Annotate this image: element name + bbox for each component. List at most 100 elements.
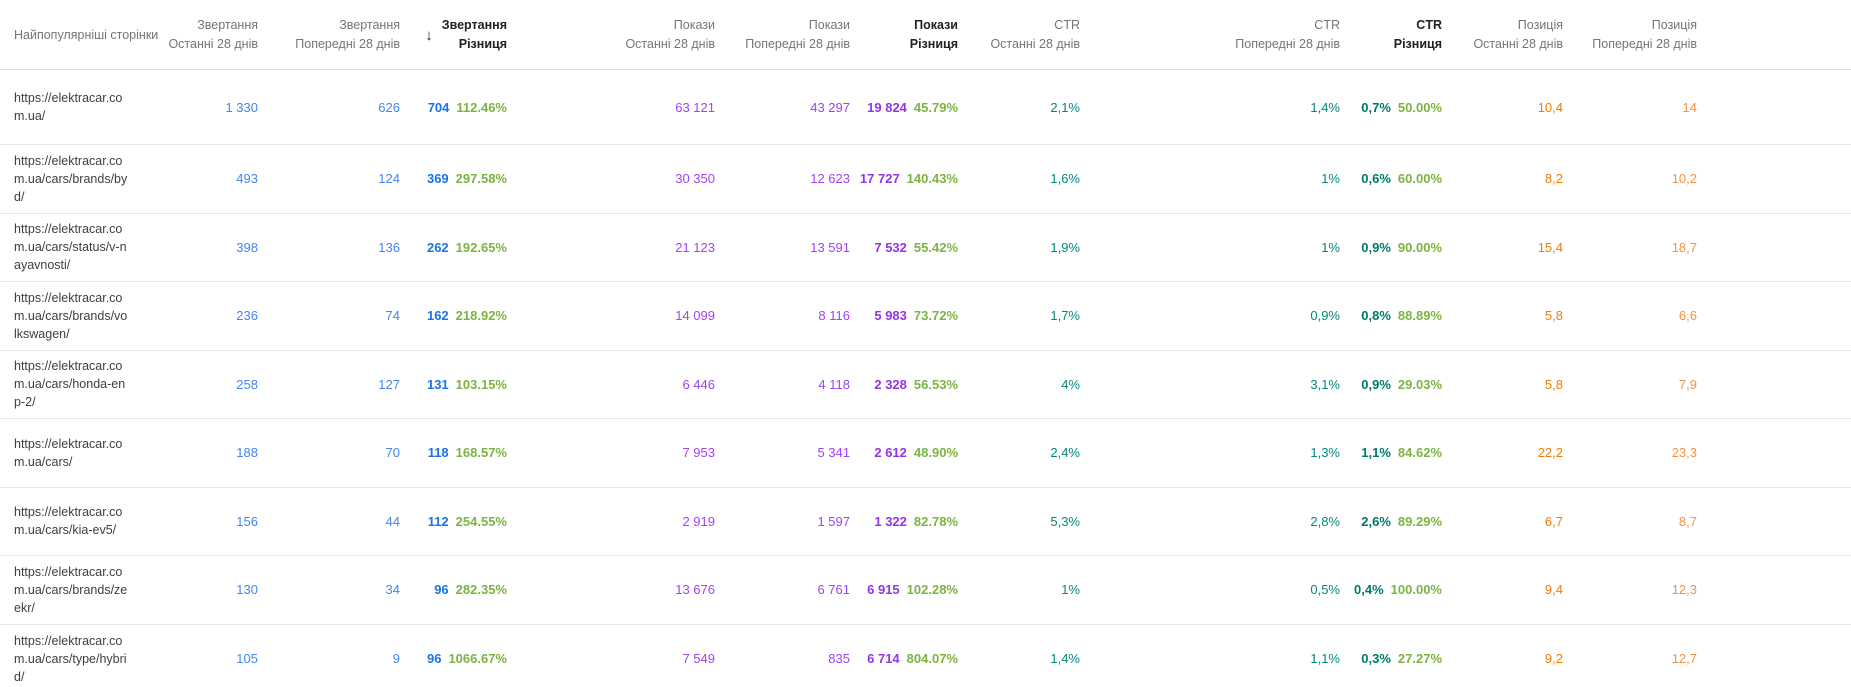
page-url: https://elektracar.com.ua/cars/type/hybr… [14,633,127,684]
cell-impressions_diff: 2 328 56.53% [850,377,958,392]
cell-clicks_last: 156 [130,514,258,529]
metric-value: 493 [236,171,258,187]
table-row[interactable]: https://elektracar.com.ua/cars/status/v-… [0,214,1851,282]
table-row[interactable]: https://elektracar.com.ua/cars/brands/by… [0,145,1851,214]
metric-value: 14 099 [675,308,715,324]
column-header-impressions_prev[interactable]: Покази Попередні 28 днів [715,16,850,54]
cell-position_prev: 18,7 [1563,240,1697,255]
diff-percent: 55.42% [913,239,958,255]
metric-value: 136 [378,239,400,255]
diff-percent: 102.28% [906,582,958,598]
diff-percent: 45.79% [913,99,958,115]
column-period-label: Попередні 28 днів [1235,36,1340,51]
cell-ctr_last: 5,3% [958,514,1080,529]
metric-value: 1% [1061,582,1080,598]
diff-value: 6 915 [867,582,900,598]
metric-value: 43 297 [810,99,850,115]
column-header-impressions_last[interactable]: Покази Останні 28 днів [507,16,715,54]
column-header-ctr_prev[interactable]: CTR Попередні 28 днів [1080,16,1340,54]
metric-value: 9,2 [1544,651,1563,667]
column-metric-label: Покази [673,17,715,32]
diff-percent: 112.46% [456,99,507,115]
metric-value: 13 591 [810,239,850,255]
metric-value: 236 [236,308,258,324]
metric-value: 1,9% [1050,239,1080,255]
cell-impressions_diff: 1 322 82.78% [850,514,958,529]
cell-ctr_last: 1,9% [958,240,1080,255]
metric-value: 10,2 [1671,171,1697,187]
cell-impressions_prev: 6 761 [715,582,850,597]
diff-percent: 73.72% [913,308,958,324]
column-header-ctr_diff[interactable]: CTR Різниця [1340,16,1442,54]
cell-clicks_prev: 127 [258,377,400,392]
cell-page: https://elektracar.com.ua/cars/brands/ze… [0,563,130,617]
metric-value: 22,2 [1537,445,1563,461]
column-metric-label: Позиція [1651,17,1697,32]
column-header-impressions_diff[interactable]: Покази Різниця [850,16,958,54]
metric-value: 7,9 [1678,376,1697,392]
cell-impressions_last: 7 549 [507,651,715,666]
table-row[interactable]: https://elektracar.com.ua/cars/188 70 118 1… [0,419,1851,488]
diff-value: 0,4% [1354,582,1384,598]
cell-position_prev: 12,7 [1563,651,1697,666]
cell-position_prev: 23,3 [1563,445,1697,460]
cell-clicks_prev: 124 [258,171,400,186]
cell-ctr_diff: 0,8% 88.89% [1340,308,1442,323]
diff-value: 118 [427,445,449,461]
cell-page: https://elektracar.com.ua/cars/kia-ev5/ [0,503,130,539]
metric-value: 4 118 [818,376,850,392]
cell-impressions_last: 21 123 [507,240,715,255]
column-header-clicks_diff[interactable]: ↓ Звертання Різниця [400,16,507,54]
table-row[interactable]: https://elektracar.com.ua/cars/brands/vo… [0,282,1851,351]
cell-clicks_last: 258 [130,377,258,392]
column-metric-label: Позиція [1517,17,1563,32]
metric-value: 5,8 [1544,308,1563,324]
diff-value: 1,1% [1361,445,1391,461]
table-row[interactable]: https://elektracar.com.ua/cars/brands/ze… [0,556,1851,625]
cell-clicks_prev: 34 [258,582,400,597]
diff-percent: 27.27% [1397,651,1442,667]
diff-value: 2 612 [874,445,907,461]
metric-value: 7 549 [682,651,715,667]
cell-page: https://elektracar.com.ua/cars/brands/vo… [0,289,130,343]
column-header-ctr_last[interactable]: CTR Останні 28 днів [958,16,1080,54]
cell-clicks_last: 130 [130,582,258,597]
metric-value: 1,6% [1050,171,1080,187]
page-url: https://elektracar.com.ua/cars/honda-enp… [14,359,126,410]
cell-clicks_last: 493 [130,171,258,186]
table-row[interactable]: https://elektracar.com.ua/cars/honda-enp… [0,351,1851,419]
metric-value: 1,1% [1310,651,1340,667]
table-row[interactable]: https://elektracar.com.ua/1 330 626 704 112… [0,70,1851,145]
column-header-clicks_prev[interactable]: Звертання Попередні 28 днів [258,16,400,54]
metric-value: 4% [1061,376,1080,392]
diff-percent: 88.89% [1397,308,1442,324]
metric-value: 5,3% [1050,513,1080,529]
table-body: https://elektracar.com.ua/1 330 626 704 112… [0,70,1851,687]
cell-clicks_prev: 44 [258,514,400,529]
metric-value: 12,3 [1671,582,1697,598]
table-row[interactable]: https://elektracar.com.ua/cars/type/hybr… [0,625,1851,687]
cell-position_prev: 7,9 [1563,377,1697,392]
metric-value: 15,4 [1537,239,1563,255]
diff-value: 7 532 [874,239,907,255]
metric-value: 1,7% [1050,308,1080,324]
diff-value: 0,7% [1361,99,1391,115]
column-header-position_last[interactable]: Позиція Останні 28 днів [1442,16,1563,54]
diff-value: 131 [426,376,449,392]
page-url: https://elektracar.com.ua/cars/brands/by… [14,153,128,204]
diff-value: 2,6% [1361,513,1391,529]
cell-page: https://elektracar.com.ua/cars/brands/by… [0,152,130,206]
cell-impressions_last: 30 350 [507,171,715,186]
diff-percent: 804.07% [906,651,958,667]
cell-ctr_prev: 1,4% [1080,100,1340,115]
column-header-pages[interactable]: Найпопулярніші сторінки [14,27,159,42]
cell-impressions_last: 7 953 [507,445,715,460]
column-header-position_prev[interactable]: Позиція Попередні 28 днів [1563,16,1697,54]
table-row[interactable]: https://elektracar.com.ua/cars/kia-ev5/1… [0,488,1851,556]
page-url: https://elektracar.com.ua/ [14,91,123,123]
column-header-clicks_last[interactable]: Звертання Останні 28 днів [130,16,258,54]
diff-percent: 297.58% [455,171,507,187]
cell-impressions_prev: 4 118 [715,377,850,392]
metric-value: 6,6 [1678,308,1697,324]
metric-value: 23,3 [1671,445,1697,461]
